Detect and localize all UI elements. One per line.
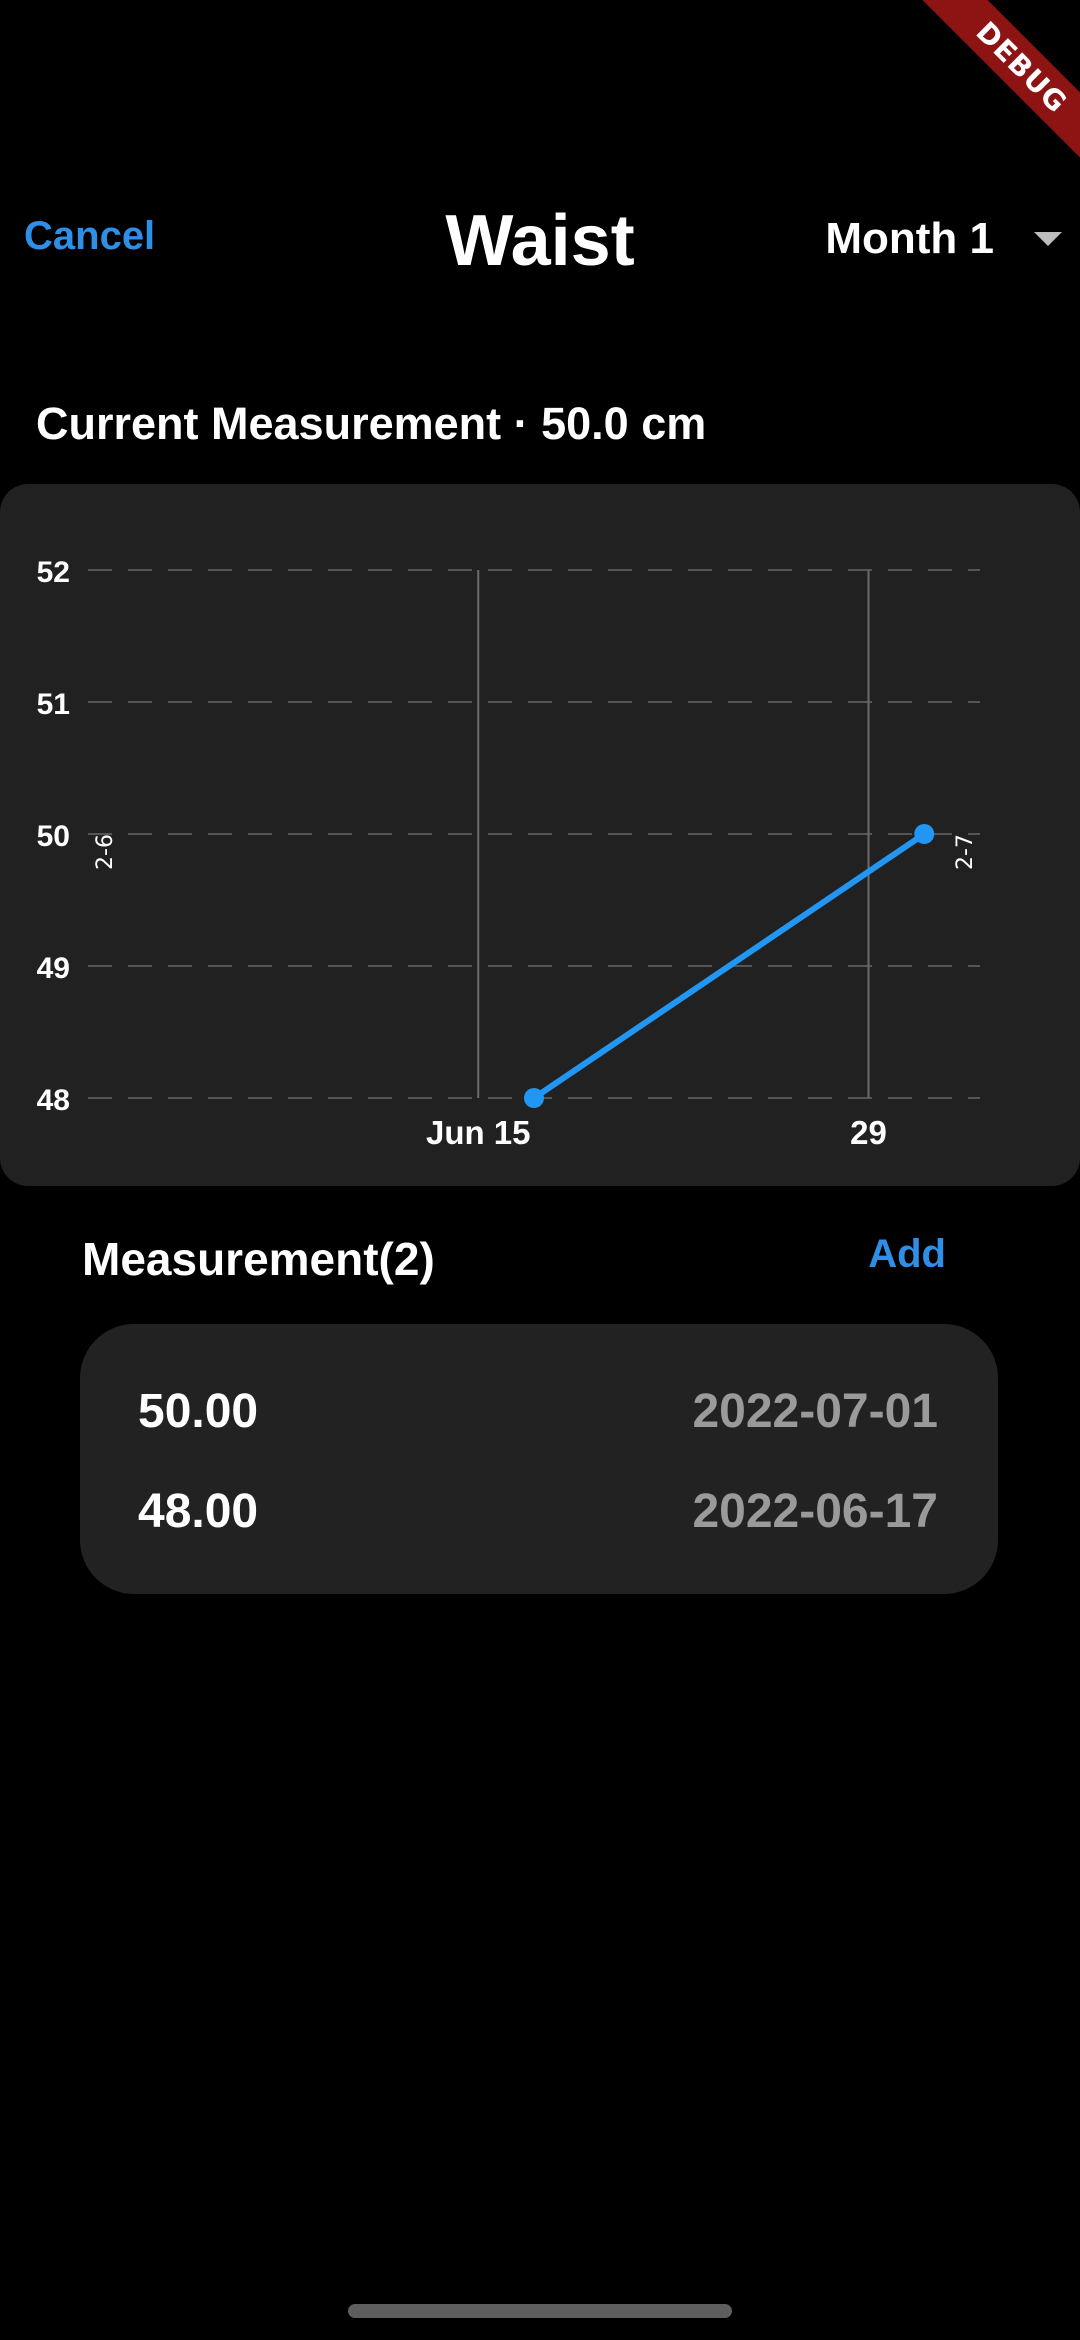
section-title: Measurement(2) [82,1233,435,1285]
page-title: Waist [445,201,635,281]
series-line [531,831,928,1101]
measurement-date: 2022-06-17 [692,1484,938,1538]
side-label: 2-7 [953,834,978,870]
list-item[interactable]: 48.00 2022-06-17 [138,1476,938,1546]
y-tick-label: 50 [37,820,70,853]
measurement-chart: 52 51 50 49 48 Jun 15 29 2-6 2-7 [0,484,1080,1186]
current-measurement: Current Measurement · 50.0 cm [36,398,707,449]
x-tick-label: 29 [850,1114,887,1151]
debug-banner: DEBUG [920,0,1080,160]
y-tick-label: 48 [37,1084,70,1117]
x-tick-label: Jun 15 [426,1114,531,1151]
line-chart: 52 51 50 49 48 Jun 15 29 2-6 2-7 [37,556,980,1151]
y-tick-label: 51 [37,688,70,721]
data-point [914,824,935,844]
chevron-down-icon [1034,232,1062,246]
add-button[interactable]: Add [868,1232,946,1276]
y-tick-label: 49 [37,952,70,985]
debug-banner-label: DEBUG [920,0,1080,160]
cancel-button[interactable]: Cancel [24,214,156,258]
home-indicator [348,2304,732,2318]
measurement-section-header: Measurement(2) Add [82,1232,946,1286]
period-dropdown[interactable]: Month 1 [825,214,1062,264]
measurement-date: 2022-07-01 [692,1384,938,1438]
list-item[interactable]: 50.00 2022-07-01 [138,1376,938,1446]
measurement-list: 50.00 2022-07-01 48.00 2022-06-17 [80,1324,998,1594]
measurement-value: 50.00 [138,1384,259,1438]
side-label: 2-6 [93,834,118,870]
y-tick-label: 52 [37,556,70,589]
period-label: Month 1 [825,214,994,263]
data-point [524,1088,544,1108]
measurement-value: 48.00 [138,1484,259,1538]
header: Cancel Waist Month 1 [0,190,1080,290]
